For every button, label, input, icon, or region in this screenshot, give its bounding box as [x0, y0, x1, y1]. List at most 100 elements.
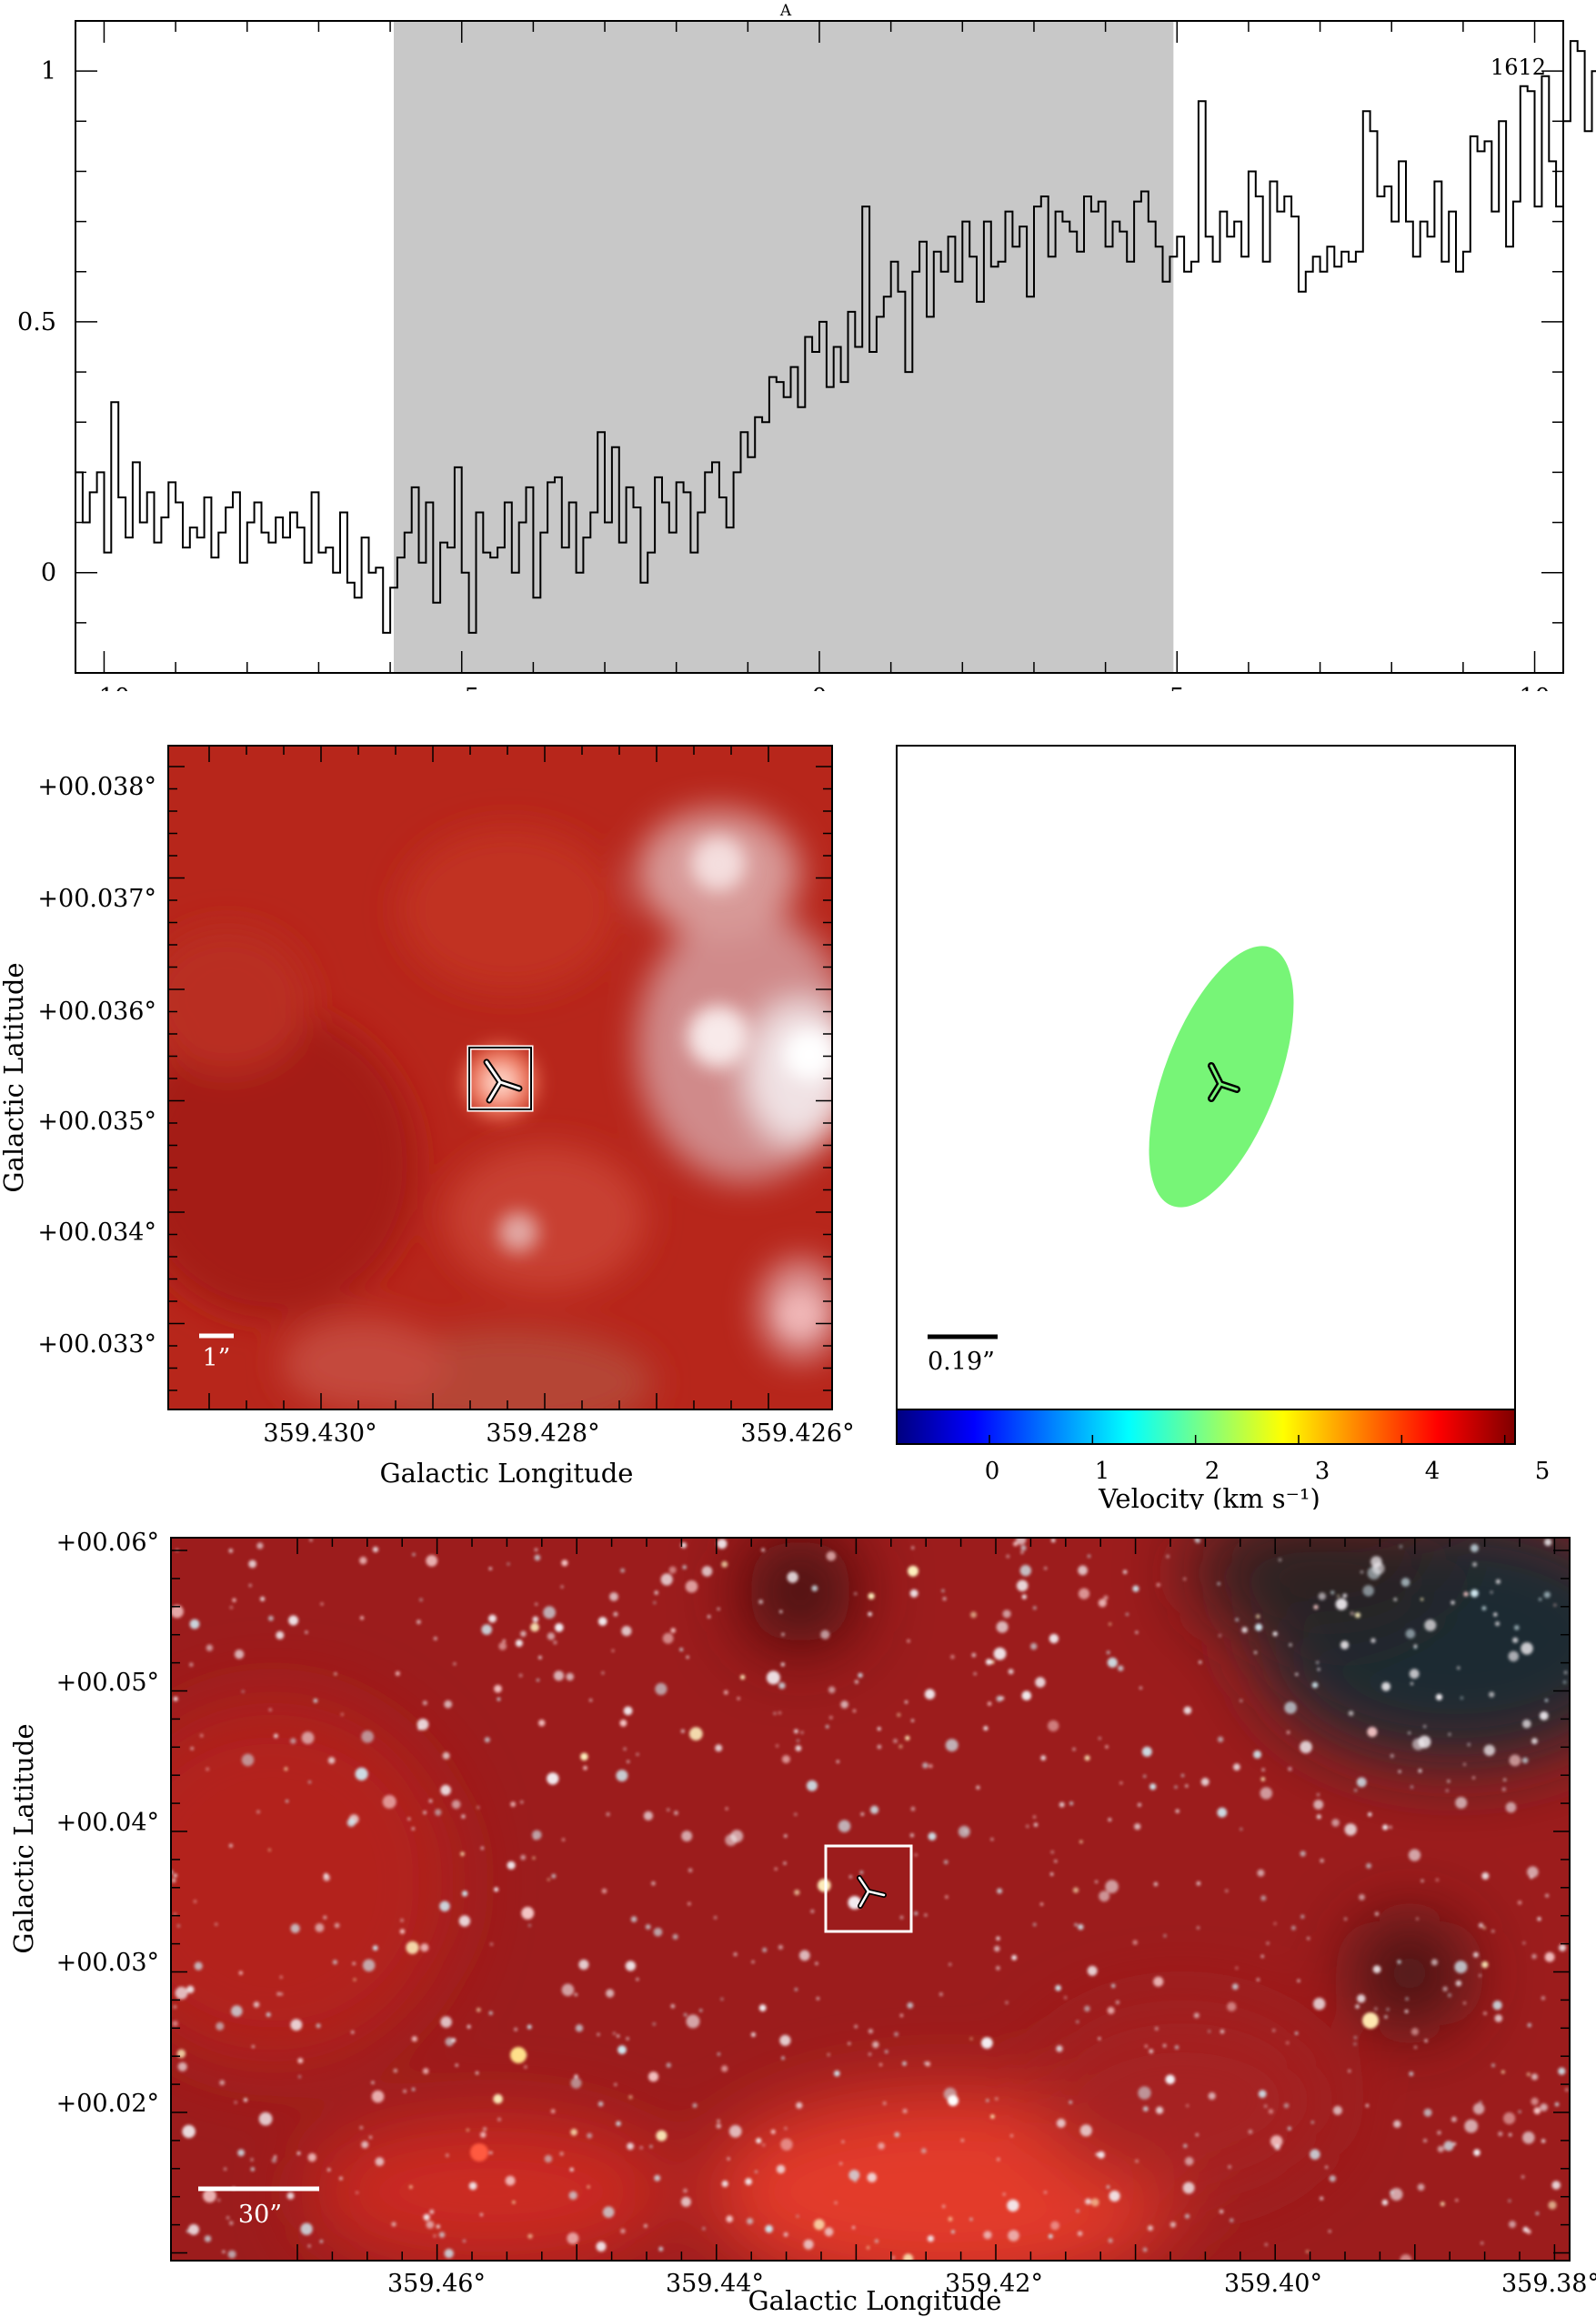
star [1393, 1598, 1398, 1601]
star [1481, 1606, 1487, 1610]
star [969, 2037, 973, 2041]
star [1186, 2104, 1189, 2108]
star [1479, 1974, 1481, 1977]
star [521, 1906, 535, 1920]
zoom-ytick-label: +00.035° [37, 1108, 156, 1136]
star [1199, 1660, 1202, 1664]
star [1079, 1840, 1083, 1843]
star [613, 1611, 618, 1617]
star [1353, 2036, 1357, 2040]
colorbar-tick-label: 3 [1315, 1458, 1330, 1485]
star [1217, 1736, 1224, 1742]
star [1185, 1784, 1189, 1788]
star [848, 2170, 860, 2181]
star [290, 1923, 300, 1933]
star [685, 1580, 698, 1593]
wide-ytick-label: +00.04° [56, 1809, 159, 1837]
zoom-frame [167, 745, 833, 1410]
star [1227, 2001, 1237, 2011]
star [260, 1596, 266, 1601]
star [1400, 2254, 1412, 2261]
velocity-colorbar [896, 1409, 1516, 1445]
star [868, 1592, 875, 1600]
star [839, 2162, 843, 2165]
star [288, 1615, 299, 1626]
star [200, 1734, 204, 1738]
star [860, 1812, 865, 1816]
star [717, 2052, 720, 2056]
star [945, 1895, 949, 1899]
zoom-ytick-label: +00.033° [37, 1330, 156, 1359]
star [717, 1539, 728, 1550]
star [300, 2222, 313, 2235]
star [727, 2157, 730, 2161]
star [480, 2131, 487, 2138]
colorbar-tick-label: 1 [1095, 1458, 1110, 1485]
star [1522, 1941, 1526, 1945]
star [1430, 1959, 1438, 1966]
star [267, 1848, 271, 1851]
star [1342, 1593, 1348, 1599]
star [229, 2221, 234, 2225]
star [334, 1672, 337, 1676]
velocity-ellipse [1149, 946, 1294, 1208]
zoom-ytick-label: +00.036° [37, 998, 156, 1026]
star [193, 1900, 197, 1903]
star [567, 2232, 579, 2244]
star [182, 2124, 196, 2139]
star [393, 2069, 397, 2073]
star [987, 1701, 992, 1706]
star [794, 1729, 798, 1734]
star [836, 1760, 839, 1763]
star [854, 1680, 858, 1684]
star [1240, 1699, 1243, 1702]
star [717, 2120, 720, 2122]
star [1447, 1780, 1450, 1783]
star [778, 1944, 783, 1950]
star [1445, 1789, 1449, 1792]
star [527, 2024, 532, 2030]
star [1217, 1582, 1220, 1586]
star [284, 1767, 288, 1771]
star [316, 2023, 321, 2029]
star [1005, 2001, 1009, 2004]
star [1420, 1879, 1424, 1882]
star [359, 2126, 364, 2130]
star [535, 1602, 538, 1606]
star [1033, 1815, 1036, 1819]
star [1463, 2001, 1466, 2005]
star [1132, 1585, 1139, 1592]
star [1489, 1691, 1495, 1698]
star [683, 2188, 688, 2193]
star [1039, 1902, 1044, 1906]
star [730, 1830, 744, 1843]
star [189, 1619, 200, 1630]
star [773, 1711, 777, 1715]
star [1410, 1682, 1413, 1685]
star [652, 2022, 656, 2026]
wide-yaxis-label: Galactic Latitude [8, 1723, 39, 1953]
star [1405, 1629, 1416, 1639]
star [268, 1708, 272, 1711]
star [489, 2151, 493, 2154]
star [515, 1640, 523, 1647]
star [1472, 1562, 1477, 1567]
star [859, 1871, 864, 1874]
star [597, 2032, 600, 2036]
star [924, 2061, 928, 2065]
star [1184, 2213, 1190, 2219]
star [248, 1560, 256, 1569]
star [1400, 1578, 1410, 1587]
star [1109, 1622, 1112, 1626]
star [476, 2071, 479, 2075]
star [297, 2058, 304, 2064]
star [943, 1860, 949, 1864]
star [1554, 2102, 1560, 2107]
star [484, 1737, 490, 1743]
star [206, 1644, 214, 1651]
star [1463, 1762, 1466, 1766]
star [692, 2102, 698, 2108]
star [305, 1630, 308, 1634]
velocity-scalebar-label: 0.19” [928, 1348, 995, 1376]
star [1559, 1943, 1567, 1951]
